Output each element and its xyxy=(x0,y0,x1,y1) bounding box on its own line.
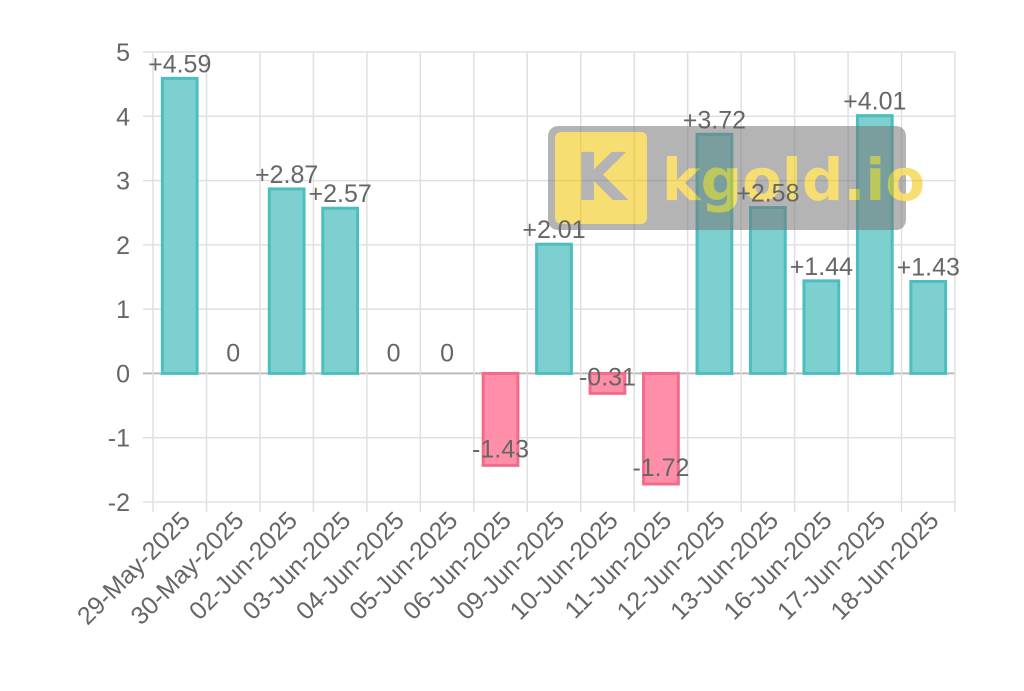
bar xyxy=(535,242,573,375)
y-tick-label: -1 xyxy=(108,425,130,453)
watermark-logo-letter: K xyxy=(575,139,629,216)
bar xyxy=(160,76,199,375)
data-label: +4.59 xyxy=(148,50,211,78)
y-tick-label: 4 xyxy=(116,103,130,131)
watermark-text: kgold.io xyxy=(662,146,925,214)
data-label: -1.72 xyxy=(632,454,689,482)
y-tick-label: -2 xyxy=(108,489,130,517)
bar xyxy=(748,206,787,375)
y-tick-label: 1 xyxy=(116,296,130,324)
bar xyxy=(481,371,520,467)
data-label: 0 xyxy=(226,339,240,367)
data-label: 0 xyxy=(440,339,454,367)
data-label: -0.31 xyxy=(579,363,636,391)
data-label: +2.57 xyxy=(309,180,372,208)
data-label: +1.44 xyxy=(790,253,853,281)
y-tick-label: 3 xyxy=(116,168,130,196)
data-label: +4.01 xyxy=(843,88,906,116)
bar xyxy=(642,371,680,486)
y-axis-tick-labels: 5 4 3 2 1 0 -1 -2 xyxy=(108,39,130,517)
bars xyxy=(160,76,948,486)
y-tick-label: 5 xyxy=(116,39,130,67)
data-label: +1.43 xyxy=(897,254,960,282)
data-label: +2.01 xyxy=(522,216,585,244)
watermark-logo-box xyxy=(555,132,647,224)
data-label: 0 xyxy=(387,339,401,367)
y-tick-label: 2 xyxy=(116,232,130,260)
data-labels: +4.59 0 +2.87+2.57 0 0 -1.43 +2.01 -0.31 -1.72 +3… xyxy=(148,50,960,482)
kgold-watermark: K kgold.io xyxy=(548,126,925,230)
y-tick-label: 0 xyxy=(116,360,130,388)
data-label: +2.87 xyxy=(255,161,318,189)
bar xyxy=(802,279,841,375)
data-label: +2.58 xyxy=(736,180,799,208)
bar xyxy=(588,371,627,395)
x-axis-tick-labels: 29-May-202530-May-202502-Jun-202503-Jun-… xyxy=(72,506,944,630)
data-label: -1.43 xyxy=(472,435,529,463)
bar xyxy=(267,187,306,375)
bar xyxy=(909,280,948,375)
data-label: +3.72 xyxy=(683,106,746,134)
bar xyxy=(321,206,360,375)
